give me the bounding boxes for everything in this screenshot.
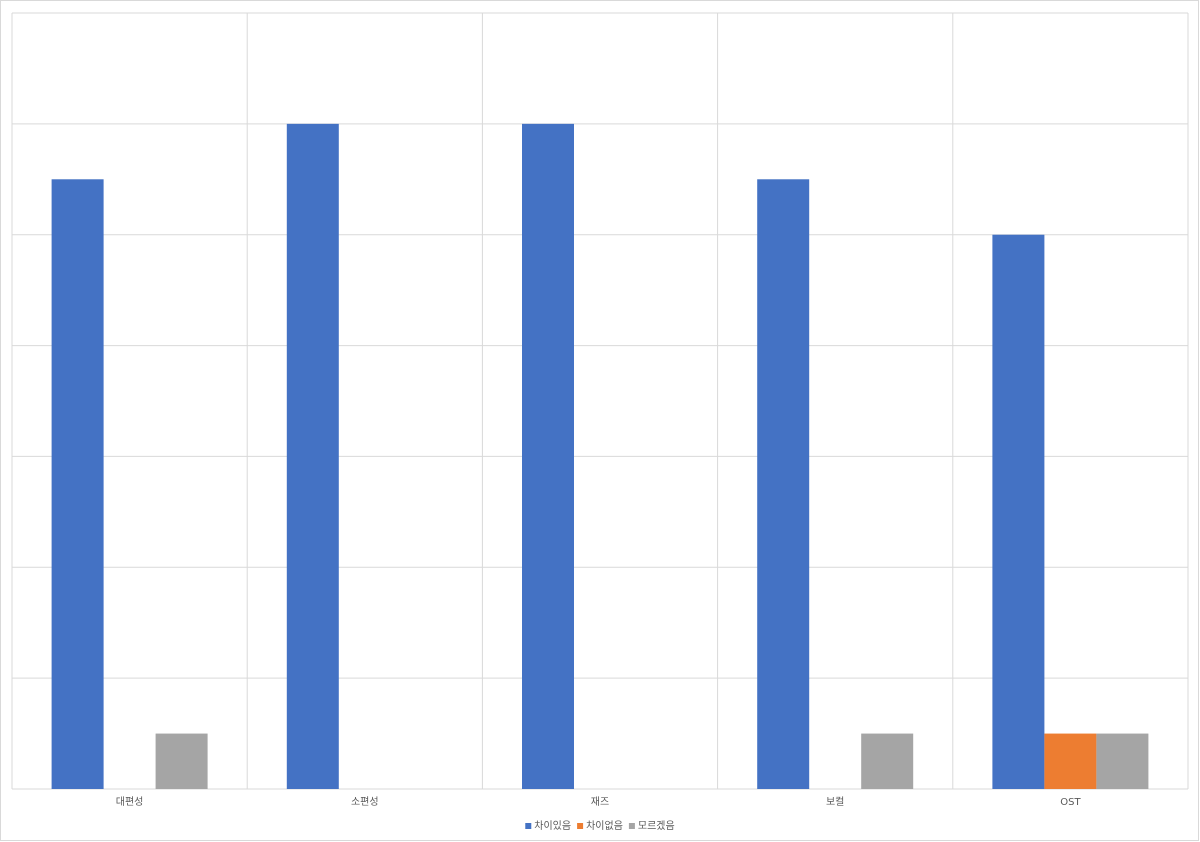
bar [757,179,810,790]
legend-label: 차이없음 [586,819,623,832]
bar [1044,733,1097,789]
bar [861,733,914,789]
bar [155,733,208,789]
legend-swatch [628,823,635,829]
bar [1096,733,1149,789]
legend-label: 차이있음 [534,820,571,832]
bar [992,234,1045,789]
bar [522,123,574,790]
legend-label: 모르겠음 [638,820,675,832]
bar [286,123,339,790]
x-tick-label: 대편성 [116,796,144,808]
x-tick-label: 소편성 [351,796,379,808]
bar [51,179,104,790]
x-tick-label: OST [1060,797,1081,808]
legend-swatch [525,823,532,829]
x-tick-label: 보컬 [826,795,844,808]
x-tick-label: 재즈 [591,796,609,808]
legend-swatch [577,823,584,829]
